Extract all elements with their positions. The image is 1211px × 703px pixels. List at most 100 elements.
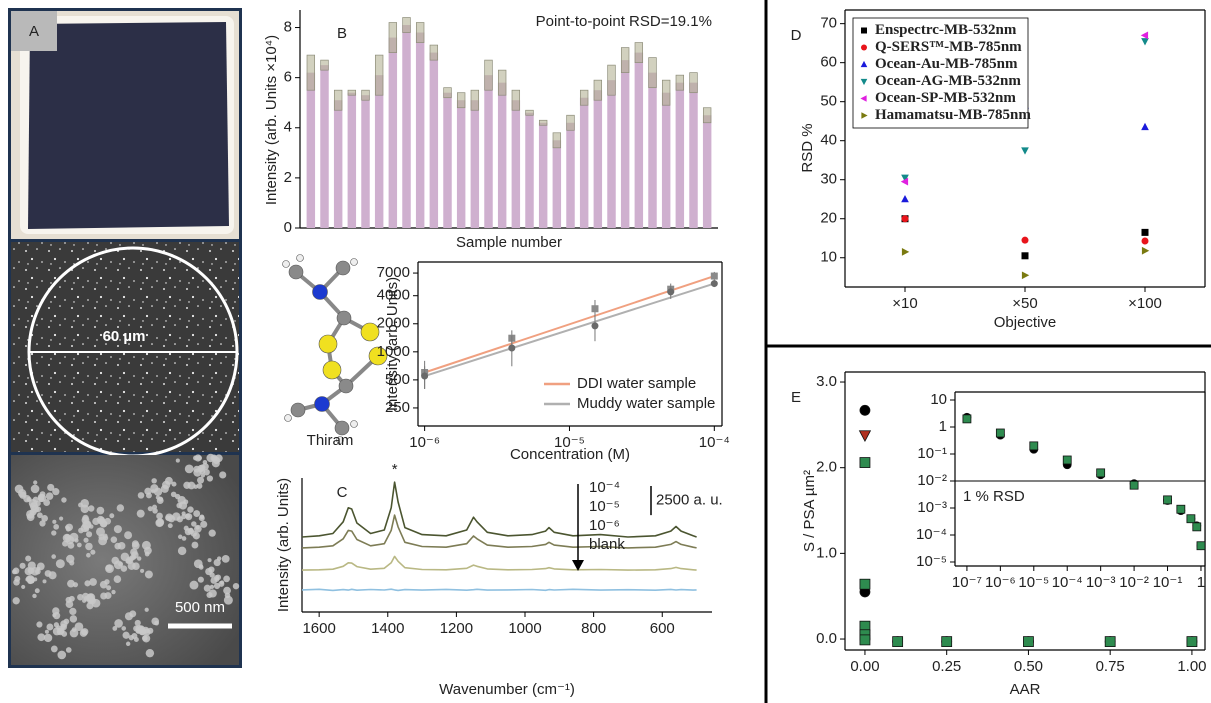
nanoparticle (147, 506, 153, 512)
y-tick-label: 0 (284, 219, 292, 236)
x-axis-label: Concentration (M) (510, 446, 630, 463)
marker (901, 174, 909, 182)
nanoparticle (136, 556, 142, 561)
nanoparticle (89, 598, 94, 604)
bar (579, 97, 589, 229)
bar (347, 92, 357, 228)
y-tick-label: 10⁻⁵ (916, 553, 947, 570)
nanoparticle (25, 555, 32, 562)
reference-label: 1 % RSD (963, 488, 1025, 505)
nanoparticle (200, 473, 206, 478)
marker (710, 280, 718, 288)
x-axis-label: AAR (1010, 681, 1041, 698)
nanoparticle (52, 488, 60, 496)
bar (634, 52, 644, 228)
y-tick-label: 0.0 (816, 630, 837, 647)
bar (361, 95, 370, 228)
nanoparticle (55, 559, 65, 569)
nanoparticle (223, 595, 233, 605)
nanoparticle (104, 579, 110, 585)
x-tick-label: 10⁻⁴ (699, 434, 730, 451)
marker (1141, 122, 1149, 131)
error-bar (538, 119, 548, 126)
error-bar (320, 59, 329, 71)
nanoparticle (61, 497, 67, 503)
y-tick-label: 2.0 (816, 459, 837, 476)
x-tick-label: 1 (1197, 574, 1205, 591)
nanoparticle (177, 546, 187, 556)
nanoparticle (189, 580, 199, 590)
nanoparticle (190, 530, 197, 537)
marker (1021, 271, 1030, 280)
nanoparticle (36, 621, 43, 628)
atom-s (322, 360, 342, 380)
y-tick-label: 70 (820, 15, 837, 32)
nanoparticle (171, 481, 177, 487)
legend-label: Ocean-SP-MB-532nm (875, 90, 1016, 106)
atom-n (312, 284, 328, 300)
nanoparticle (43, 499, 51, 506)
nanoparticle (156, 497, 164, 505)
y-tick-label: 500 (385, 371, 410, 388)
nanoparticle (69, 532, 79, 542)
marker (1163, 495, 1172, 505)
series-label: 10⁻⁵ (589, 498, 620, 515)
error-bar (620, 47, 630, 73)
y-tick-label: 30 (820, 171, 837, 188)
nanoparticle (122, 631, 130, 639)
nanoparticle (63, 618, 70, 625)
nanoparticle (208, 566, 215, 573)
atom-h (350, 258, 358, 266)
nanoparticle (137, 492, 145, 499)
marker (901, 194, 909, 203)
nanoparticle (106, 585, 112, 591)
nanoparticle (125, 641, 131, 647)
nanoparticle (110, 536, 118, 543)
x-tick-label: 1600 (302, 620, 335, 637)
x-tick-label: 1400 (371, 620, 404, 637)
scale-label: 60 µm (103, 328, 146, 345)
nanoparticle (89, 593, 94, 598)
nanoparticle (124, 612, 133, 621)
atom-s (318, 334, 338, 354)
series-label: 10⁻⁴ (589, 479, 620, 496)
nanoparticle (208, 529, 216, 537)
x-axis-label: Objective (994, 314, 1057, 331)
nanoparticle (96, 527, 105, 537)
bar (470, 100, 480, 228)
nanoparticle (31, 504, 40, 513)
nanoparticle (188, 527, 194, 533)
x-tick-label: 600 (650, 620, 675, 637)
nanoparticle (215, 574, 222, 581)
error-bar (675, 74, 685, 91)
error-bar (361, 89, 370, 101)
nanoparticle (69, 615, 78, 623)
series-label: 10⁻⁶ (589, 517, 620, 534)
y-axis-label: RSD % (799, 123, 816, 172)
y-tick-label: 2000 (377, 315, 410, 332)
nanoparticle (207, 558, 212, 563)
nanoparticle (223, 586, 231, 595)
nanoparticle (193, 468, 202, 477)
x-tick-label: 0.25 (932, 658, 961, 675)
atom-n (314, 396, 330, 412)
x-tick-label: 0.75 (1096, 658, 1125, 675)
nanoparticle (24, 567, 33, 576)
nanoparticle (136, 509, 145, 518)
x-tick-label: 1.00 (1177, 658, 1206, 675)
nanoparticle (96, 506, 105, 515)
nanoparticle (124, 531, 133, 540)
nanoparticle (203, 584, 211, 592)
nanoparticle (223, 575, 230, 583)
error-bar (456, 92, 466, 109)
nanoparticle (175, 458, 180, 463)
y-tick-label: 10⁻² (917, 472, 947, 489)
marker (941, 636, 953, 648)
x-tick-label: 0.00 (850, 658, 879, 675)
marker (667, 288, 675, 296)
nanoparticle (208, 589, 217, 598)
nanoparticle (86, 531, 93, 538)
arrow-head (572, 560, 584, 571)
y-tick-label: 6 (284, 69, 292, 86)
